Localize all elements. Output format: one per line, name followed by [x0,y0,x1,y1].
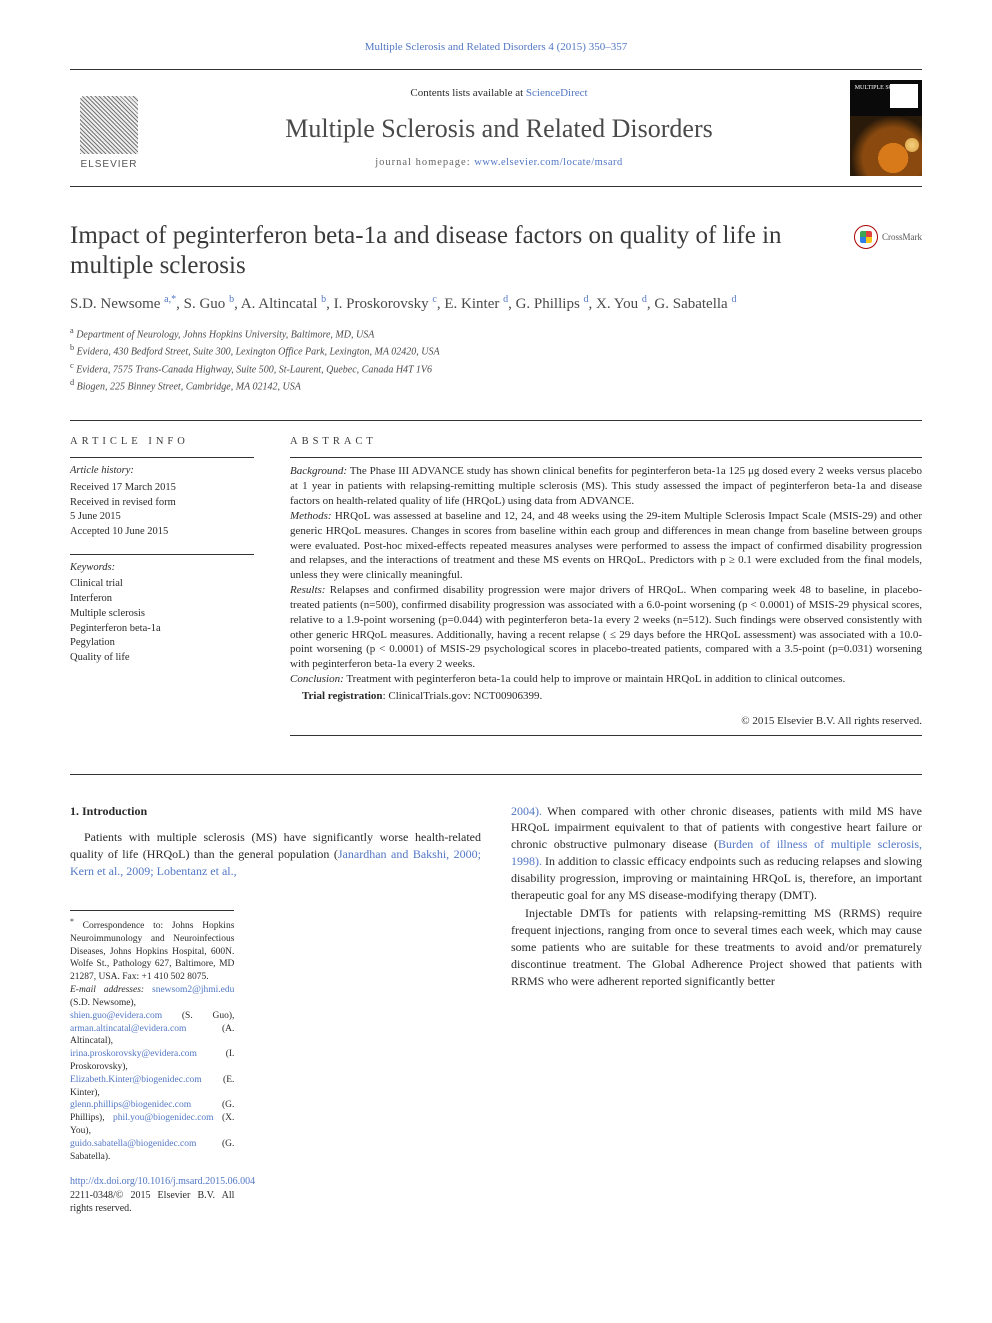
email-label: E-mail addresses: [70,985,144,995]
abstract-paragraph: Conclusion: Treatment with peginterferon… [290,672,922,687]
affiliation-line: b Evidera, 430 Bedford Street, Suite 300… [70,342,922,359]
correspondence-text: Correspondence to: Johns Hopkins Neuroim… [70,921,234,982]
email-link[interactable]: guido.sabatella@biogenidec.com [70,1139,196,1149]
keywords-label: Keywords: [70,561,254,576]
issn-copyright-line: 2211-0348/© 2015 Elsevier B.V. All right… [70,1190,234,1215]
intro-p1-cont-text-b: In addition to classic efficacy endpoint… [511,854,922,902]
article-title: Impact of peginterferon beta-1a and dise… [70,221,838,281]
contents-available-line: Contents lists available at ScienceDirec… [166,86,832,101]
email-attribution: (S. Guo), [162,1011,234,1021]
history-line: Received in revised form [70,496,254,511]
sciencedirect-link[interactable]: ScienceDirect [526,87,588,99]
abstract-paragraph: Methods: HRQoL was assessed at baseline … [290,509,922,583]
abstract-column: ABSTRACT Background: The Phase III ADVAN… [290,421,922,736]
running-head-citation: Multiple Sclerosis and Related Disorders… [70,40,922,55]
crossmark-badge[interactable]: CrossMark [854,225,922,249]
email-link[interactable]: irina.proskorovsky@evidera.com [70,1049,197,1059]
elsevier-tree-icon [80,96,138,154]
body-column-left: 1. Introduction Patients with multiple s… [70,803,481,1216]
email-link[interactable]: Elizabeth.Kinter@biogenidec.com [70,1075,202,1085]
email-link[interactable]: arman.altincatal@evidera.com [70,1024,186,1034]
intro-paragraph-1: Patients with multiple sclerosis (MS) ha… [70,829,481,879]
intro-citation-link-2[interactable]: 2004). [511,804,542,818]
crossmark-label: CrossMark [882,231,922,243]
journal-homepage-link[interactable]: www.elsevier.com/locate/msard [474,157,623,168]
journal-name: Multiple Sclerosis and Related Disorders [166,111,832,146]
abstract-paragraph: Results: Relapses and confirmed disabili… [290,583,922,672]
abstract-copyright: © 2015 Elsevier B.V. All rights reserved… [290,714,922,729]
history-line: Received 17 March 2015 [70,481,254,496]
elsevier-wordmark: ELSEVIER [81,158,138,172]
footnotes-block: * Correspondence to: Johns Hopkins Neuro… [70,910,234,1216]
section-heading-introduction: 1. Introduction [70,803,481,820]
affiliation-line: d Biogen, 225 Binney Street, Cambridge, … [70,377,922,394]
body-column-right: 2004). When compared with other chronic … [511,803,922,1216]
email-link[interactable]: glenn.phillips@biogenidec.com [70,1100,191,1110]
cover-title-text: MULTIPLE SCLEROSIS [855,85,917,91]
article-info-sidebar: ARTICLE INFO Article history: Received 1… [70,421,254,736]
keyword: Pegylation [70,636,254,651]
crossmark-icon [860,231,872,243]
email-link[interactable]: snewsom2@jhmi.edu [152,985,234,995]
trial-registration-label: Trial registration [302,690,383,702]
journal-cover-thumbnail: MULTIPLE SCLEROSIS [850,80,922,176]
trial-registration: Trial registration: ClinicalTrials.gov: … [302,689,922,704]
affiliation-line: c Evidera, 7575 Trans-Canada Highway, Su… [70,360,922,377]
keyword: Clinical trial [70,577,254,592]
affiliations-list: a Department of Neurology, Johns Hopkins… [70,325,922,394]
homepage-prefix: journal homepage: [375,157,474,168]
elsevier-logo: ELSEVIER [70,84,148,172]
article-info-heading: ARTICLE INFO [70,435,254,449]
abstract-heading: ABSTRACT [290,435,922,449]
keyword: Multiple sclerosis [70,607,254,622]
history-line: Accepted 10 June 2015 [70,525,254,540]
contents-prefix: Contents lists available at [410,87,525,99]
journal-homepage-line: journal homepage: www.elsevier.com/locat… [166,156,832,170]
author-list: S.D. Newsome a,*, S. Guo b, A. Altincata… [70,293,922,315]
keyword: Interferon [70,592,254,607]
abstract-paragraph: Background: The Phase III ADVANCE study … [290,464,922,509]
doi-link[interactable]: http://dx.doi.org/10.1016/j.msard.2015.0… [70,1176,255,1187]
email-attribution: (S.D. Newsome), [70,998,136,1008]
keyword: Quality of life [70,651,254,666]
affiliation-line: a Department of Neurology, Johns Hopkins… [70,325,922,342]
correspondence-marker: * [70,917,74,926]
keyword: Peginterferon beta-1a [70,622,254,637]
intro-paragraph-2: Injectable DMTs for patients with relaps… [511,905,922,989]
article-history-label: Article history: [70,464,254,479]
journal-header: ELSEVIER Contents lists available at Sci… [70,69,922,187]
email-addresses-block: E-mail addresses: snewsom2@jhmi.edu (S.D… [70,984,234,1163]
email-link[interactable]: shien.guo@evidera.com [70,1011,162,1021]
intro-paragraph-1-continued: 2004). When compared with other chronic … [511,803,922,904]
correspondence-footnote: * Correspondence to: Johns Hopkins Neuro… [70,917,234,984]
citation-link[interactable]: Multiple Sclerosis and Related Disorders… [365,41,627,53]
trial-registration-text: : ClinicalTrials.gov: NCT00906399. [383,690,543,702]
history-line: 5 June 2015 [70,510,254,525]
email-link[interactable]: phil.you@biogenidec.com [113,1113,214,1123]
